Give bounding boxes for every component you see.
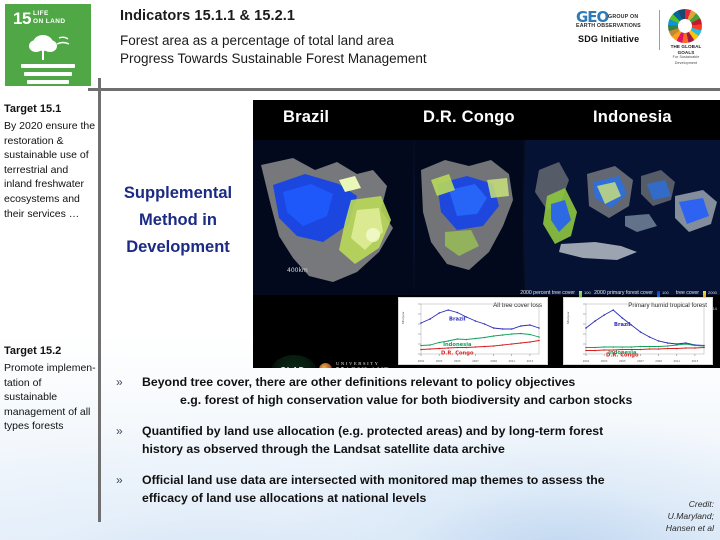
svg-text:2011: 2011 — [508, 359, 515, 363]
bullet-0-text: Beyond tree cover, there are other defin… — [142, 374, 632, 409]
legend-2-max: 2000 — [708, 290, 717, 295]
svg-text:Indonesia: Indonesia — [443, 342, 472, 348]
credit-line-3: Hansen et al — [665, 523, 714, 533]
header-divider-horizontal — [88, 88, 720, 91]
bullet-0-sub: e.g. forest of high conservation value f… — [180, 392, 633, 407]
credit-line-2: U.Maryland; — [667, 511, 714, 521]
bullet-item-1: » Quantified by land use allocation (e.g… — [116, 423, 696, 458]
country-label-drcongo: D.R. Congo — [423, 108, 515, 126]
sdg-badge-line1: LIFE — [33, 10, 49, 17]
target-15-1-body: By 2020 ensure the restoration & sustain… — [4, 120, 96, 220]
svg-text:2013: 2013 — [527, 359, 534, 363]
target-15-2-block: Target 15.2 Promote implemen-tation of s… — [4, 345, 96, 434]
geo-initiative-label: SDG Initiative — [578, 34, 640, 44]
tree-icon — [29, 35, 70, 60]
logo-divider — [659, 10, 660, 50]
sdg-badge-number: 15 — [13, 9, 31, 28]
geo-sdg-initiative-logo: GEO GROUP ON EARTH OBSERVATIONS SDG Init… — [576, 10, 656, 52]
sdg-badge-line2: ON LAND — [33, 17, 66, 25]
bullet-list: » Beyond tree cover, there are other def… — [116, 374, 696, 521]
chevron-marker-icon: » — [116, 424, 123, 438]
global-goals-title: THE GLOBAL GOALS — [670, 44, 702, 55]
umd-line-1: UNIVERSITY OF — [336, 361, 380, 368]
page-subtitle-2: Progress Towards Sustainable Forest Mana… — [120, 51, 427, 66]
global-goals-subtitle: For Sustainable Development — [672, 55, 700, 65]
supplemental-line-1: Supplemental — [123, 184, 233, 202]
chart-0-plot: 2001 2003 2005 2007 2009 2011 2013 Brazil Indone… — [418, 303, 540, 363]
svg-text:2003: 2003 — [601, 359, 608, 363]
legend-1-max: 100 — [662, 290, 669, 295]
glad-ring-icon — [271, 355, 317, 368]
credit-block: Credit: U.Maryland; Hansen et al — [614, 498, 714, 534]
svg-text:2001: 2001 — [583, 359, 590, 363]
global-goals-wheel-center — [678, 19, 692, 33]
satellite-map-band: 400km — [253, 140, 720, 368]
legend-item-0-label: 2000 percent tree cover — [520, 290, 575, 296]
content-divider-vertical — [98, 78, 101, 522]
svg-text:2003: 2003 — [436, 359, 443, 363]
page-subtitle-1: Forest area as a percentage of total lan… — [120, 33, 394, 48]
chevron-marker-icon: » — [116, 473, 123, 487]
svg-text:2005: 2005 — [454, 359, 461, 363]
target-15-2-body: Promote implemen-tation of sustainable m… — [4, 362, 96, 433]
chart-1-plot: 2001 2003 2005 2007 2009 2011 2013 Brazil Indone… — [583, 303, 705, 363]
svg-text:Brazil: Brazil — [449, 317, 466, 323]
supplemental-line-2: Method in — [139, 211, 217, 229]
supplemental-method-note: Supplemental Method in Development — [104, 180, 252, 261]
title-block: Indicators 15.1.1 & 15.2.1 Forest area a… — [120, 8, 560, 67]
chart-all-tree-cover-loss: All tree cover loss Mha/year 2001 2003 200… — [398, 297, 548, 365]
global-goals-caption: THE GLOBAL GOALS For Sustainable Develop… — [664, 44, 708, 66]
sdg-badge-ground-bars — [21, 64, 75, 88]
svg-text:2009: 2009 — [655, 359, 662, 363]
sdg-badge-words: LIFE ON LAND — [33, 10, 65, 25]
svg-text:D.R. Congo: D.R. Congo — [606, 353, 639, 359]
geo-line-2: EARTH OBSERVATIONS — [576, 23, 641, 29]
svg-text:2007: 2007 — [637, 359, 644, 363]
glad-wordmark: GLAD — [280, 366, 305, 368]
svg-text:2007: 2007 — [472, 359, 479, 363]
geo-line-1: GROUP ON — [608, 14, 639, 20]
umd-seal-icon — [319, 363, 332, 368]
svg-text:Brazil: Brazil — [614, 322, 631, 328]
chart-1-title: Primary humid tropical forest — [628, 302, 707, 309]
page-title: Indicators 15.1.1 & 15.2.1 — [120, 8, 296, 24]
chart-primary-humid-tropical-forest: Primary humid tropical forest Mha/year 2… — [563, 297, 713, 365]
country-label-brazil: Brazil — [283, 108, 330, 126]
forest-map-panel: Brazil D.R. Congo Indonesia 400km — [253, 100, 720, 368]
svg-text:D.R. Congo: D.R. Congo — [441, 351, 474, 357]
target-15-1-block: Target 15.1 By 2020 ensure the restorati… — [4, 103, 96, 221]
bullet-item-0: » Beyond tree cover, there are other def… — [116, 374, 696, 409]
map-drcongo — [415, 140, 523, 295]
target-15-1-title: Target 15.1 — [4, 103, 62, 115]
target-15-2-title: Target 15.2 — [4, 345, 62, 357]
legend-0-max: 100 — [584, 290, 591, 295]
bullet-2-text: Official land use data are intersected w… — [142, 473, 605, 505]
map-panel-header — [253, 100, 720, 140]
svg-text:2001: 2001 — [418, 359, 425, 363]
map-brazil: 400km — [253, 140, 413, 295]
bullet-1-text: Quantified by land use allocation (e.g. … — [142, 424, 604, 456]
umd-line-2: MARYLAND — [336, 366, 391, 368]
svg-text:2013: 2013 — [692, 359, 699, 363]
geo-wordmark: GEO — [576, 8, 609, 26]
bullet-0-main: Beyond tree cover, there are other defin… — [142, 375, 576, 389]
glad-logo: GLAD GLOBAL LAND ANALYSIS & DISCOVERY — [271, 355, 331, 368]
country-label-indonesia: Indonesia — [593, 108, 672, 126]
svg-text:2011: 2011 — [673, 359, 680, 363]
sdg-15-badge: 15 LIFE ON LAND — [5, 4, 91, 86]
map-indonesia — [525, 140, 720, 295]
svg-text:Indonesia: Indonesia — [608, 350, 637, 356]
chart-0-title: All tree cover loss — [493, 302, 542, 309]
chevron-marker-icon: » — [116, 375, 123, 389]
svg-text:2005: 2005 — [619, 359, 626, 363]
bullet-item-2: » Official land use data are intersected… — [116, 472, 696, 507]
svg-text:400km: 400km — [287, 267, 308, 274]
svg-text:2009: 2009 — [490, 359, 497, 363]
supplemental-line-3: Development — [126, 238, 230, 256]
credit-line-1: Credit: — [688, 499, 714, 509]
